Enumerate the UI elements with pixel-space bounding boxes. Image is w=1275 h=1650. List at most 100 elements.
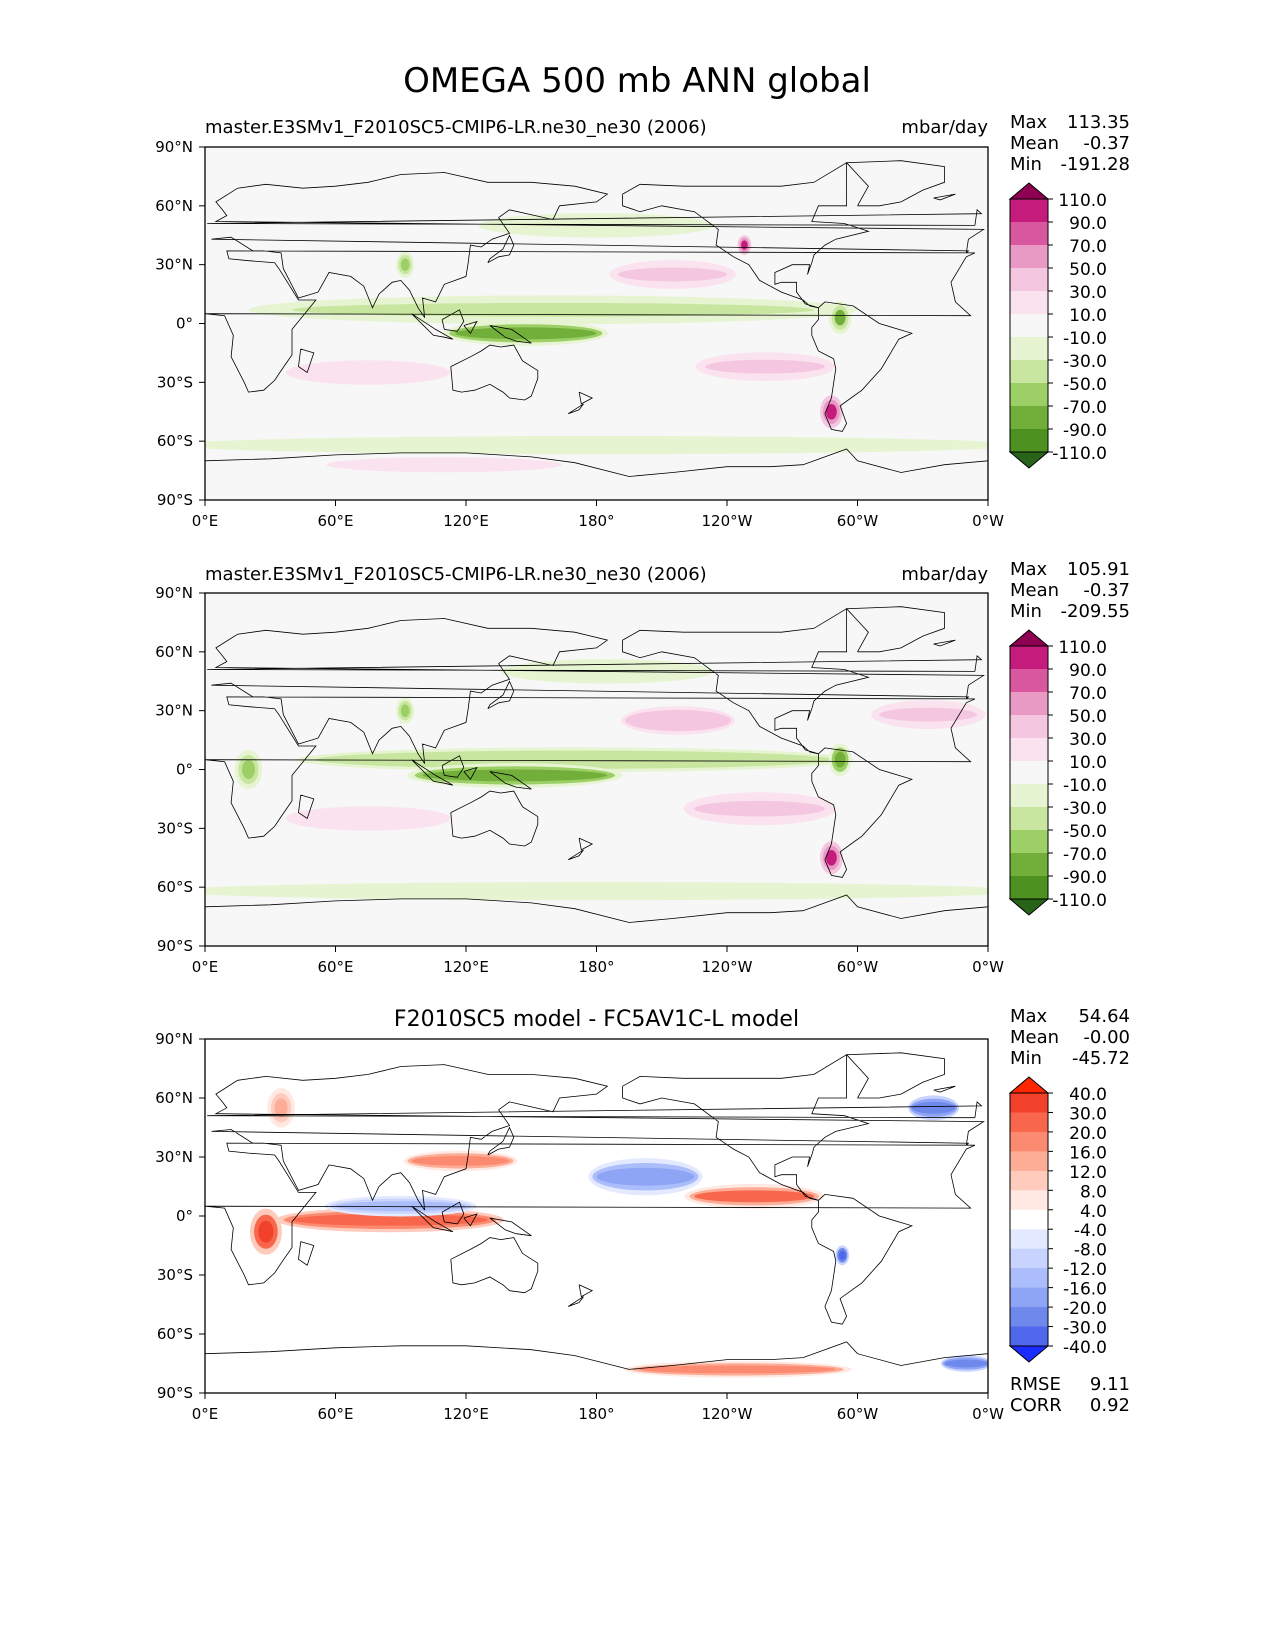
colorbar-segment [1010,1248,1048,1269]
field-feature-amazon [834,751,846,768]
field-feature-subtropical-north-pacific [596,1167,695,1186]
field-feature-southern-storm-track [205,439,988,451]
colorbar-tick-label: 90.0 [1069,661,1107,681]
field-feature-east-pacific-itcz [694,1190,814,1203]
figure-title: OMEGA 500 mb ANN global [403,61,871,101]
colorbar-segment [1010,692,1048,716]
field-feature-se-pacific-subsidence [694,800,825,817]
colorbar-segment [1010,784,1048,808]
colorbar: 110.0 90.0 70.0 50.0 30.0 10.0 -10.0 -30.0 -50.0… [1008,629,1107,916]
field-feature-indian-ocean-subsidence [292,810,445,827]
colorbar-segment [1010,1112,1048,1133]
x-tick-label: 0°E [192,1405,219,1423]
field-feature-north-atlantic [911,1101,956,1114]
colorbar-segment [1010,429,1048,453]
colorbar-tick-label: -12.0 [1063,1260,1107,1280]
colorbar-frame [1009,198,1049,453]
stat-value-max: 113.35 [1067,112,1130,133]
colorbar-segment [1010,807,1048,831]
panel-2: 0°E 60°E 120°E 180° 120°W 60°W 0°W 90°N 60°N 30°N… [155,559,1130,976]
x-tick-label: 180° [578,958,614,976]
colorbar-tick-label: 12.0 [1069,1163,1107,1183]
y-tick-label: 90°N [155,1030,193,1048]
panel-title: master.E3SMv1_F2010SC5-CMIP6-LR.ne30_ne3… [205,117,707,138]
panel-1: 0°E 60°E 120°E 180° 120°W 60°W 0°W 90°N 60°N 30°N… [155,112,1130,530]
colorbar-tick-label: 70.0 [1069,237,1107,257]
colorbar-tick-label: -70.0 [1063,398,1107,418]
colorbar-tick-label: -110.0 [1052,444,1107,464]
stat-value-mean: -0.00 [1083,1027,1130,1048]
panel-units: mbar/day [901,117,988,138]
colorbar: 110.0 90.0 70.0 50.0 30.0 10.0 -10.0 -30.0 -50.0… [1008,182,1107,469]
colorbar-tick-label: 30.0 [1069,283,1107,303]
y-tick-label: 30°S [157,819,193,837]
field-feature-itcz [335,753,815,766]
colorbar-segment [1010,337,1048,361]
field-feature-andes [826,850,837,866]
field-feature-rockies [741,240,748,250]
field-feature-north-atlantic-subsidence [879,707,978,722]
stat-label-rmse: RMSE [1010,1374,1061,1395]
field-feature-himalaya [400,258,410,272]
x-tick-label: 0°W [972,1405,1004,1423]
y-tick-label: 60°S [157,432,193,450]
x-tick-label: 60°W [837,958,879,976]
colorbar-tick-label: 110.0 [1058,191,1107,211]
colorbar-tick-label: -30.0 [1063,799,1107,819]
stat-value-mean: -0.37 [1083,580,1130,601]
stat-label-max: Max [1010,112,1048,133]
x-tick-label: 120°W [702,1405,753,1423]
colorbar-segment [1010,761,1048,785]
colorbar-segment [1010,738,1048,762]
colorbar-extend-top [1008,629,1050,647]
x-tick-label: 180° [578,512,614,530]
field-feature-east-asia [411,1156,510,1166]
panel-title: master.E3SMv1_F2010SC5-CMIP6-LR.ne30_ne3… [205,564,707,585]
field-feature-himalaya [400,704,410,717]
colorbar-segment [1010,360,1048,384]
y-tick-label: 90°S [157,1384,193,1402]
field-feature-se-pacific-subsidence [705,359,825,374]
colorbar-tick-label: -70.0 [1063,845,1107,865]
stat-label-max: Max [1010,559,1048,580]
x-tick-label: 180° [578,1405,614,1423]
x-tick-label: 60°E [317,512,353,530]
colorbar-tick-label: 30.0 [1069,730,1107,750]
y-tick-label: 60°N [155,197,193,215]
x-tick-label: 120°E [443,1405,489,1423]
stat-label-max: Max [1010,1006,1048,1027]
colorbar-segment [1010,830,1048,854]
colorbar-segment [1010,1268,1048,1289]
colorbar-segment [1010,199,1048,223]
colorbar-tick-label: 70.0 [1069,684,1107,704]
colorbar-tick-label: 4.0 [1080,1202,1107,1222]
colorbar-tick-label: 30.0 [1069,1104,1107,1124]
stat-value-max: 54.64 [1078,1006,1130,1027]
y-tick-label: 90°S [157,937,193,955]
field-feature-andes [826,404,837,420]
field-feature-maritime-continent-spcz [455,327,597,340]
stat-label-mean: Mean [1010,1027,1059,1048]
y-tick-label: 90°S [157,491,193,509]
field-feature-southern-storm-track [205,885,988,897]
colorbar-segment [1010,1326,1048,1347]
y-tick-label: 30°N [155,1148,193,1166]
colorbar-frame [1009,1092,1049,1347]
stat-label-min: Min [1010,154,1042,175]
x-tick-label: 60°E [317,1405,353,1423]
y-tick-label: 0° [176,1207,193,1225]
colorbar-extend-top [1008,1076,1050,1094]
panel-3: 0°E 60°E 120°E 180° 120°W 60°W 0°W 90°N 60°N 30°N… [155,1006,1130,1423]
colorbar: 40.030.020.016.012.08.04.0-4.0-8.0-12.0-… [1008,1076,1107,1363]
field-feature-indian-ocean-difference [292,1214,488,1226]
colorbar-tick-label: 110.0 [1058,638,1107,658]
colorbar-tick-label: 10.0 [1069,753,1107,773]
y-tick-label: 60°N [155,1089,193,1107]
x-tick-label: 60°W [837,1405,879,1423]
colorbar-tick-label: 90.0 [1069,214,1107,234]
y-tick-label: 0° [176,315,193,333]
stat-value-min: -209.55 [1061,601,1130,622]
field-feature-weddell [944,1359,988,1368]
